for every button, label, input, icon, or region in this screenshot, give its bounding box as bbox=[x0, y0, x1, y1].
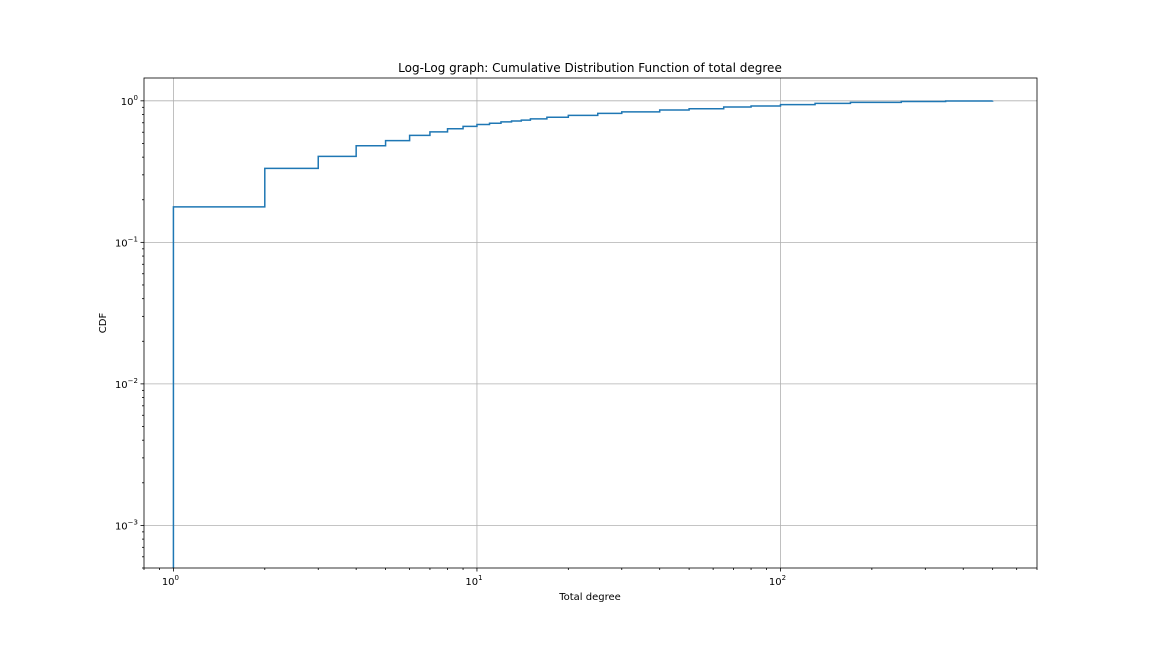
cdf-step-line bbox=[172, 100, 994, 568]
y-tick-label: 10−1 bbox=[115, 235, 138, 249]
x-tick-label: 102 bbox=[769, 574, 786, 588]
y-tick-label: 10−3 bbox=[115, 518, 138, 532]
series-layer bbox=[172, 100, 994, 568]
y-axis-label: CDF bbox=[98, 313, 109, 334]
axis-ticks: 100 101 102 10−3 10−2 10−1 100 bbox=[115, 94, 1038, 588]
x-axis-label: Total degree bbox=[558, 592, 621, 603]
x-tick-label: 101 bbox=[465, 574, 482, 588]
x-tick-label: 100 bbox=[162, 574, 179, 588]
plot-frame bbox=[143, 77, 1038, 569]
chart-title: Log-Log graph: Cumulative Distribution F… bbox=[398, 61, 782, 75]
y-tick-label: 10−2 bbox=[115, 377, 138, 391]
grid-lines bbox=[144, 78, 1037, 568]
y-tick-label: 100 bbox=[121, 94, 138, 108]
